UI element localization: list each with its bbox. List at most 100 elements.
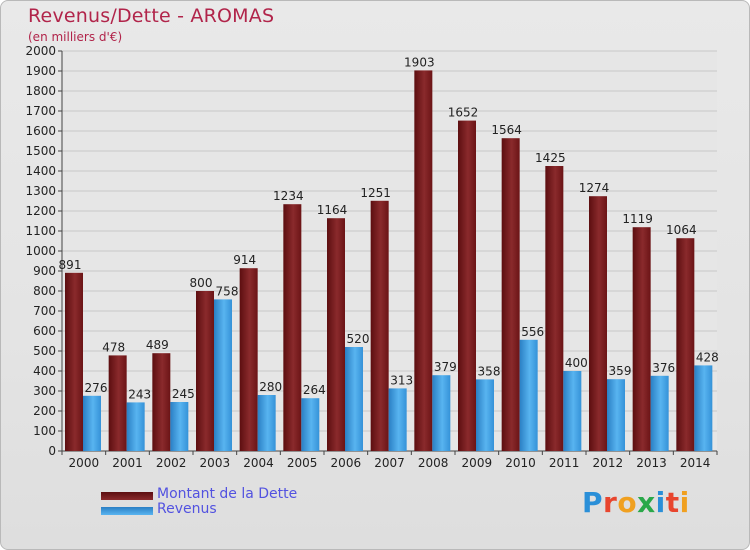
y-tick-label: 1500 [25,144,56,158]
x-tick-label: 2012 [593,456,624,470]
data-label-debt-2010: 1564 [491,123,522,137]
bar-revenus-2003 [214,299,232,451]
bar-revenus-2001 [126,402,145,451]
x-tick-label: 2006 [331,456,362,470]
data-label-debt-2003: 800 [190,276,213,290]
data-label-revenus-2002: 245 [172,387,195,401]
data-label-revenus-2014: 428 [696,350,719,364]
bar-revenus-2000 [83,395,101,451]
bar-debt-2000 [65,272,83,451]
logo-letter: i [679,486,690,519]
bar-revenus-2008 [432,375,451,451]
y-tick-label: 1100 [25,224,56,238]
x-tick-label: 2001 [112,456,143,470]
legend-label-debt: Montant de la Dette [157,486,298,502]
x-tick-label: 2010 [505,456,536,470]
data-label-revenus-2005: 264 [303,383,326,397]
chart-subtitle: (en milliers d'€) [28,30,123,44]
bar-debt-2013 [632,227,651,451]
y-tick-label: 400 [33,364,56,378]
bar-debt-2005 [283,204,302,451]
x-tick-label: 2005 [287,456,318,470]
bar-debt-2011 [545,166,564,451]
x-tick-label: 2004 [243,456,274,470]
bar-revenus-2012 [607,379,625,451]
bar-revenus-2009 [476,379,494,451]
bar-debt-2008 [414,70,433,452]
data-label-debt-2004: 914 [233,253,256,267]
data-label-debt-2006: 1164 [317,203,348,217]
bar-debt-2003 [196,291,214,451]
x-tick-label: 2013 [636,456,667,470]
data-label-debt-2001: 478 [102,340,125,354]
x-tick-label: 2007 [374,456,405,470]
bar-revenus-2004 [257,395,276,451]
x-tick-label: 2000 [69,456,100,470]
data-label-revenus-2000: 276 [85,381,108,395]
data-label-debt-2012: 1274 [579,181,610,195]
data-label-debt-2009: 1652 [448,106,479,120]
y-tick-label: 1300 [25,184,56,198]
data-label-revenus-2007: 313 [390,373,413,387]
data-label-revenus-2009: 358 [478,364,501,378]
x-tick-label: 2014 [680,456,711,470]
bar-revenus-2013 [650,375,669,451]
data-label-debt-2000: 891 [59,258,82,272]
legend-swatch-revenus [101,507,153,515]
y-tick-label: 1000 [25,244,56,258]
y-tick-label: 500 [33,344,56,358]
logo-letter: i [655,486,666,519]
bar-revenus-2010 [519,339,538,451]
x-tick-label: 2003 [200,456,231,470]
bar-debt-2009 [458,120,476,451]
proxiti-logo: Proxiti [582,486,692,526]
y-tick-label: 0 [48,444,56,458]
data-label-debt-2013: 1119 [622,212,653,226]
x-tick-label: 2009 [462,456,493,470]
data-label-debt-2008: 1903 [404,55,435,69]
data-label-revenus-2001: 243 [128,387,151,401]
y-tick-label: 1200 [25,204,56,218]
y-tick-label: 1900 [25,64,56,78]
y-tick-label: 1700 [25,104,56,118]
y-tick-label: 200 [33,404,56,418]
logo-letter: r [603,486,618,519]
data-label-debt-2007: 1251 [360,186,391,200]
data-label-debt-2014: 1064 [666,223,697,237]
bar-debt-2014 [676,238,695,451]
bar-revenus-2011 [563,371,582,451]
y-tick-label: 600 [33,324,56,338]
x-tick-label: 2002 [156,456,187,470]
data-label-revenus-2004: 280 [259,380,282,394]
data-label-revenus-2006: 520 [347,332,370,346]
bar-debt-2004 [239,268,258,451]
bar-debt-2012 [589,196,607,451]
y-tick-label: 1400 [25,164,56,178]
data-label-revenus-2011: 400 [565,356,588,370]
logo-letter: o [617,486,638,519]
bar-revenus-2014 [694,365,713,451]
bar-revenus-2007 [388,388,407,451]
logo-letter: P [582,486,604,519]
x-tick-label: 2011 [549,456,580,470]
chart-title: Revenus/Dette - AROMAS [28,5,275,27]
x-tick-label: 2008 [418,456,449,470]
y-tick-label: 2000 [25,44,56,58]
legend-swatch-debt [101,492,153,500]
data-label-revenus-2013: 376 [652,361,675,375]
bar-revenus-2002 [170,402,189,451]
bar-debt-2007 [370,200,389,451]
data-label-debt-2005: 1234 [273,189,304,203]
logo-letter: x [637,486,656,519]
data-label-revenus-2012: 359 [609,364,632,378]
data-label-revenus-2003: 758 [216,284,239,298]
data-label-revenus-2008: 379 [434,360,457,374]
data-label-debt-2002: 489 [146,338,169,352]
y-tick-label: 1600 [25,124,56,138]
y-tick-label: 1800 [25,84,56,98]
y-tick-label: 900 [33,264,56,278]
y-tick-label: 700 [33,304,56,318]
data-label-revenus-2010: 556 [521,325,544,339]
data-label-debt-2011: 1425 [535,151,566,165]
